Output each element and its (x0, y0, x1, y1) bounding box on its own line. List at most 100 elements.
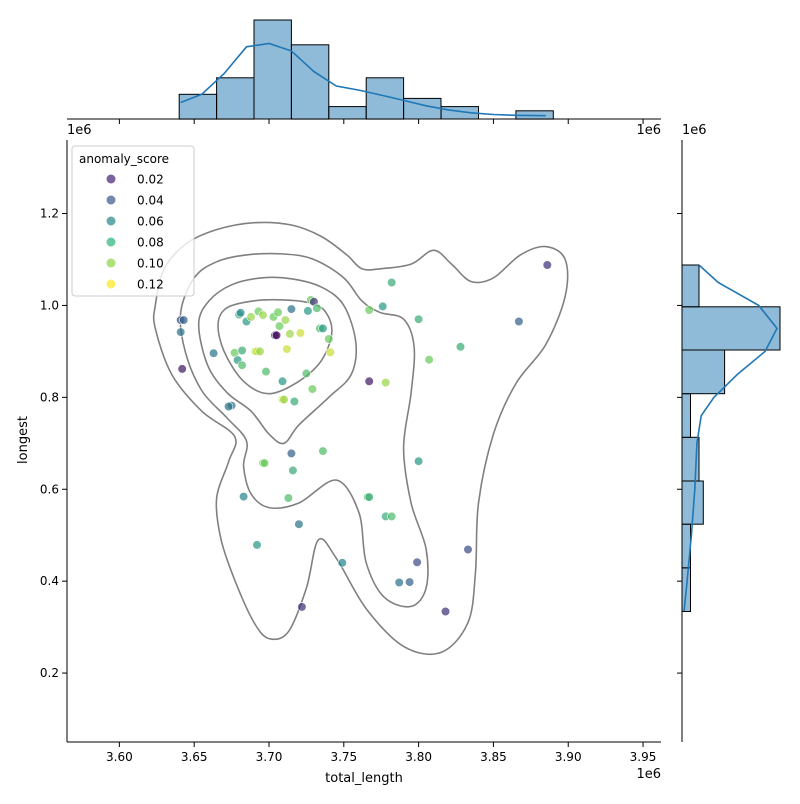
scatter-point (324, 334, 334, 344)
x-tick-label: 3.85 (480, 750, 507, 764)
scatter-point (364, 376, 374, 386)
scatter-point (271, 330, 282, 340)
scatter-point (286, 448, 297, 459)
scatter-point (273, 307, 283, 317)
x-tick-label: 3.60 (106, 750, 133, 764)
legend-frame (71, 145, 195, 297)
axis-labels: total_length longest 1e6 1e6 1e6 1e6 (16, 123, 707, 786)
legend-marker (106, 258, 116, 268)
scatter-point (224, 401, 234, 412)
histogram-bar (365, 77, 405, 120)
y-tick-label: 0.2 (40, 666, 59, 680)
legend-label: 0.06 (137, 215, 164, 229)
scatter-point (295, 328, 306, 338)
y-axis-label: longest (16, 416, 31, 464)
legend-marker (106, 279, 116, 289)
y-tick-label: 1.2 (40, 207, 59, 221)
top-marginal-offset-label-right: 1e6 (636, 123, 661, 138)
scatter-point (294, 519, 304, 529)
scatter-point (378, 301, 388, 312)
scatter-point (237, 360, 247, 370)
x-offset-label: 1e6 (636, 767, 661, 782)
kde-curve (180, 42, 546, 117)
scatter-point (277, 376, 288, 386)
scatter-point (414, 456, 424, 466)
x-tick-label: 3.65 (181, 750, 208, 764)
kde-contour-4 (217, 298, 333, 395)
scatter-point (318, 323, 328, 334)
scatter-point (258, 310, 268, 320)
legend-label: 0.08 (137, 236, 164, 250)
histogram-bar (328, 106, 367, 120)
scatter-point (514, 316, 524, 327)
scatter-point (301, 368, 312, 379)
scatter-point (414, 314, 424, 324)
scatter-point (337, 558, 347, 568)
legend-marker (106, 195, 116, 205)
y-tick-label: 0.6 (40, 482, 59, 496)
histogram-bar (681, 393, 691, 438)
scatter-point (387, 511, 397, 522)
scatter-point (259, 458, 270, 468)
top-marginal-histogram (67, 19, 661, 124)
scatter-point (176, 327, 186, 337)
histogram-bar (681, 349, 726, 395)
scatter-point (285, 329, 295, 339)
scatter-point (318, 446, 328, 456)
histogram-bar (178, 93, 218, 120)
scatter-point (424, 355, 434, 365)
right-marginal-offset-label: 1e6 (682, 123, 707, 138)
scatter-point (364, 305, 374, 315)
x-tick-label: 3.95 (630, 750, 657, 764)
scatter-point (237, 345, 247, 356)
scatter-point (282, 344, 292, 354)
scatter-point (455, 342, 466, 352)
y-tick-label: 1.0 (40, 298, 59, 312)
scatter-point (179, 315, 189, 325)
scatter-point (307, 384, 318, 394)
kde-contour-3 (197, 276, 358, 445)
scatter-point (542, 260, 552, 270)
scatter-point (283, 493, 294, 503)
scatter-point (387, 277, 397, 288)
scatter-point (289, 396, 300, 407)
scatter-point (303, 306, 313, 316)
legend-marker (106, 174, 116, 184)
legend-label: 0.04 (137, 194, 164, 208)
scatter-point (394, 577, 404, 588)
x-tick-label: 3.90 (555, 750, 582, 764)
scatter-point (261, 367, 271, 377)
scatter-point (312, 303, 322, 313)
scatter-point (325, 347, 335, 357)
scatter-point (364, 492, 374, 502)
scatter-point (288, 465, 298, 476)
scatter-point (177, 364, 187, 374)
scatter-point (463, 544, 473, 555)
legend-marker (106, 237, 116, 247)
scatter-point (209, 348, 219, 358)
top-marginal-offset-label: 1e6 (67, 123, 92, 138)
right-marginal-histogram (677, 140, 781, 742)
legend-label: 0.12 (137, 278, 164, 292)
scatter-point (286, 304, 297, 314)
histogram-bar (681, 264, 700, 308)
scatter-point (274, 321, 285, 331)
scatter-point (440, 606, 451, 617)
scatter-point (255, 346, 265, 357)
kde-contour-1 (152, 221, 569, 655)
scatter-point (279, 395, 289, 405)
legend-title: anomaly_score (79, 152, 169, 166)
kde-contour-2 (179, 252, 429, 608)
histogram-bar (253, 19, 292, 120)
legend: anomaly_score 0.02 0.04 0.06 0.08 0.10 0.12 (71, 145, 195, 297)
scatter-point (405, 577, 415, 587)
x-tick-label: 3.80 (405, 750, 432, 764)
x-tick-label: 3.75 (330, 750, 357, 764)
scatter-point (280, 315, 291, 325)
x-axis-label: total_length (325, 771, 403, 786)
y-tick-label: 0.8 (40, 390, 59, 404)
scatter-point (246, 312, 256, 322)
y-tick-label: 0.4 (40, 574, 59, 588)
